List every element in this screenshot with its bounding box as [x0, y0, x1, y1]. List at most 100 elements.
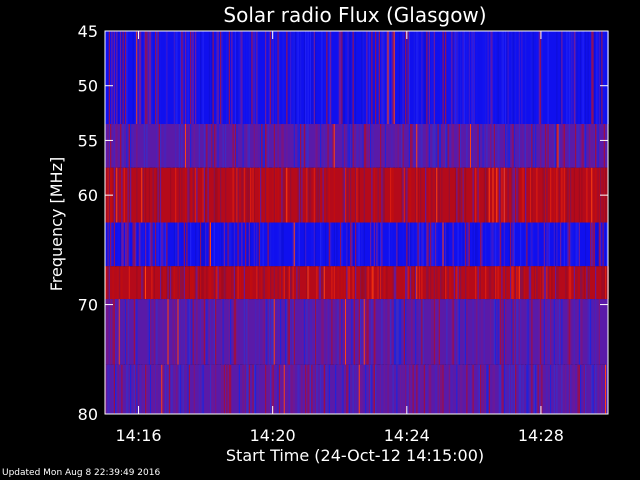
heat-cell	[350, 31, 352, 125]
heat-cell	[306, 167, 308, 223]
heat-cell	[468, 222, 470, 267]
heat-cell	[526, 222, 528, 267]
heat-cell	[307, 124, 309, 168]
heat-cell	[378, 222, 380, 267]
heat-cell	[541, 364, 543, 414]
heat-cell	[396, 364, 398, 414]
heat-cell	[395, 124, 397, 168]
heat-cell	[247, 299, 249, 365]
heat-cell	[190, 222, 192, 267]
heat-cell	[542, 266, 544, 300]
heat-cell	[347, 364, 349, 414]
heat-cell	[282, 167, 284, 223]
heat-cell	[300, 167, 302, 223]
heat-cell	[213, 266, 215, 300]
heat-cell	[422, 124, 424, 168]
heat-cell	[148, 222, 150, 267]
heat-cell	[227, 167, 229, 223]
heat-cell	[173, 31, 175, 125]
heat-cell	[211, 364, 213, 414]
heat-cell	[478, 124, 480, 168]
heat-cell	[493, 266, 495, 300]
heat-cell	[376, 299, 378, 365]
heat-cell	[503, 266, 505, 300]
heat-cell	[305, 31, 307, 125]
heat-cell	[356, 124, 358, 168]
heat-cell	[131, 299, 133, 365]
heat-cell	[342, 167, 344, 223]
heat-cell	[487, 31, 489, 125]
heat-cell	[338, 31, 340, 125]
heat-cell	[135, 31, 137, 125]
heat-cell	[512, 31, 514, 125]
heat-cell	[531, 167, 533, 223]
heat-cell	[493, 222, 495, 267]
heat-cell	[316, 124, 318, 168]
heat-cell	[537, 124, 539, 168]
heat-cell	[218, 124, 220, 168]
heat-cell	[295, 222, 297, 267]
heat-cell	[495, 364, 497, 414]
heat-peak	[307, 266, 309, 300]
heat-cell	[421, 31, 423, 125]
heat-cell	[426, 364, 428, 414]
heat-cell	[437, 364, 439, 414]
heat-cell	[322, 266, 324, 300]
heat-cell	[336, 222, 338, 267]
heat-cell	[156, 299, 158, 365]
heat-cell	[355, 167, 357, 223]
heat-cell	[408, 167, 410, 223]
heat-cell	[442, 364, 444, 414]
heat-cell	[281, 167, 283, 223]
heat-cell	[233, 299, 235, 365]
heat-cell	[361, 266, 363, 300]
heat-cell	[451, 124, 453, 168]
heat-cell	[367, 364, 369, 414]
heat-cell	[413, 124, 415, 168]
heat-cell	[307, 364, 309, 414]
heat-cell	[107, 364, 109, 414]
heat-cell	[122, 31, 124, 125]
heat-cell	[597, 167, 599, 223]
heat-cell	[281, 266, 283, 300]
heat-cell	[568, 266, 570, 300]
heat-cell	[138, 167, 140, 223]
heat-cell	[126, 31, 128, 125]
heat-cell	[592, 299, 594, 365]
heat-cell	[198, 266, 200, 300]
heat-cell	[497, 124, 499, 168]
heat-cell	[577, 222, 579, 267]
heat-cell	[431, 299, 433, 365]
heat-cell	[435, 124, 437, 168]
heat-cell	[105, 364, 107, 414]
heat-cell	[300, 299, 302, 365]
heat-cell	[463, 299, 465, 365]
heat-cell	[545, 299, 547, 365]
heat-cell	[581, 266, 583, 300]
heat-cell	[283, 167, 285, 223]
heat-cell	[420, 266, 422, 300]
heat-cell	[263, 299, 265, 365]
heat-cell	[288, 364, 290, 414]
heat-cell	[190, 31, 192, 125]
heat-cell	[436, 266, 438, 300]
heat-cell	[321, 222, 323, 267]
heat-cell	[363, 124, 365, 168]
heat-cell	[398, 299, 400, 365]
heat-cell	[382, 124, 384, 168]
heat-cell	[365, 364, 367, 414]
heat-cell	[107, 299, 109, 365]
heat-cell	[232, 167, 234, 223]
heat-cell	[350, 222, 352, 267]
heat-cell	[601, 31, 603, 125]
heat-cell	[507, 124, 509, 168]
heat-cell	[247, 222, 249, 267]
heat-cell	[216, 266, 218, 300]
heat-cell	[191, 167, 193, 223]
heat-cell	[446, 299, 448, 365]
heat-cell	[605, 266, 607, 300]
heat-peak	[492, 167, 494, 223]
heat-cell	[121, 167, 123, 223]
heat-cell	[222, 364, 224, 414]
heat-cell	[311, 266, 313, 300]
